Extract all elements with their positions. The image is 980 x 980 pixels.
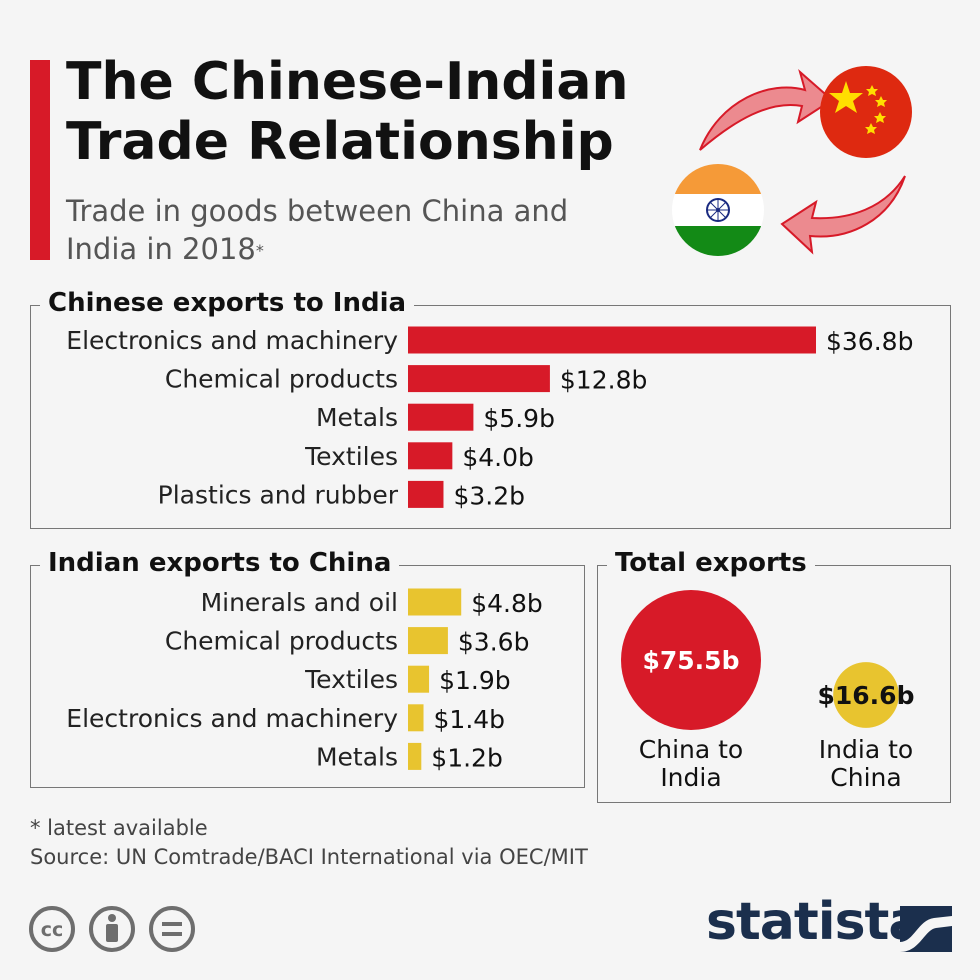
subtitle-line-1: Trade in goods between China and bbox=[66, 194, 569, 228]
page-subtitle: Trade in goods between China and India i… bbox=[66, 192, 568, 268]
indian-exports-bar bbox=[408, 588, 462, 616]
statista-wordmark: statista bbox=[706, 892, 923, 952]
total-exports-label-line2: India bbox=[660, 763, 721, 792]
chinese-exports-category-label: Chemical products bbox=[165, 365, 398, 394]
indian-exports-title: Indian exports to China bbox=[40, 548, 400, 578]
chinese-exports-bar bbox=[408, 365, 550, 393]
cycle-arrow-icon bbox=[699, 69, 906, 255]
source-note: Source: UN Comtrade/BACI International v… bbox=[30, 845, 588, 869]
chinese-exports-title: Chinese exports to India bbox=[40, 288, 415, 318]
subtitle-line-2-text: India in 2018 bbox=[66, 232, 256, 266]
indian-exports-bar bbox=[408, 742, 422, 770]
indian-exports-bar bbox=[408, 704, 424, 732]
chinese-exports-bar bbox=[408, 442, 453, 470]
total-exports-title: Total exports bbox=[607, 548, 815, 578]
total-exports-bubble bbox=[833, 662, 899, 728]
cc-icon: cc bbox=[29, 906, 75, 952]
indian-exports-value-label: $4.8b bbox=[471, 589, 543, 618]
indian-exports-category-label: Metals bbox=[316, 742, 398, 771]
total-exports-label-line1: India to bbox=[819, 735, 913, 764]
chinese-exports-bar bbox=[408, 480, 444, 508]
chinese-exports-chart: Electronics and machinery $36.8b Chemical … bbox=[66, 326, 913, 510]
total-exports-value-label: $16.6b bbox=[818, 681, 915, 710]
total-exports-bubble bbox=[621, 590, 761, 730]
license-icons: cc bbox=[29, 906, 195, 952]
chinese-exports-panel bbox=[30, 305, 951, 529]
indian-exports-value-label: $1.2b bbox=[431, 743, 503, 772]
trade-flags-graphic bbox=[672, 66, 912, 256]
chinese-exports-bar bbox=[408, 403, 474, 431]
svg-text:cc: cc bbox=[41, 919, 64, 941]
chinese-exports-category-label: Plastics and rubber bbox=[158, 480, 399, 509]
indian-exports-category-label: Minerals and oil bbox=[201, 588, 398, 617]
chinese-exports-value-label: $5.9b bbox=[483, 404, 555, 433]
indian-exports-category-label: Textiles bbox=[304, 665, 398, 694]
indian-exports-chart: Minerals and oil $4.8b Chemical products $3… bbox=[66, 588, 543, 772]
total-exports-label-line2: China bbox=[830, 763, 901, 792]
total-exports-value-label: $75.5b bbox=[643, 646, 740, 675]
title-line-2: Trade Relationship bbox=[66, 112, 614, 172]
chinese-exports-category-label: Electronics and machinery bbox=[66, 326, 398, 355]
indian-exports-category-label: Electronics and machinery bbox=[66, 704, 398, 733]
indian-exports-value-label: $3.6b bbox=[458, 628, 530, 657]
chinese-exports-value-label: $36.8b bbox=[826, 327, 913, 356]
chinese-exports-value-label: $3.2b bbox=[453, 481, 525, 510]
chinese-exports-value-label: $4.0b bbox=[462, 443, 534, 472]
subtitle-line-2: India in 2018* bbox=[66, 230, 568, 268]
chinese-exports-category-label: Metals bbox=[316, 403, 398, 432]
chinese-exports-bar bbox=[408, 326, 816, 354]
no-derivatives-icon bbox=[149, 906, 195, 952]
india-flag-icon bbox=[672, 164, 764, 256]
indian-exports-category-label: Chemical products bbox=[165, 627, 398, 656]
chinese-exports-category-label: Textiles bbox=[304, 442, 398, 471]
chinese-exports-value-label: $12.8b bbox=[560, 366, 647, 395]
accent-bar bbox=[30, 60, 50, 260]
title-line-1: The Chinese-Indian bbox=[66, 52, 629, 112]
attribution-icon bbox=[89, 906, 135, 952]
indian-exports-value-label: $1.9b bbox=[439, 666, 511, 695]
statista-logo-icon bbox=[900, 906, 952, 952]
footnote: * latest available bbox=[30, 816, 208, 840]
china-flag-icon bbox=[820, 66, 912, 158]
page-title: The Chinese-Indian Trade Relationship bbox=[66, 52, 628, 172]
indian-exports-value-label: $1.4b bbox=[434, 705, 506, 734]
indian-exports-bar bbox=[408, 665, 430, 693]
indian-exports-bar bbox=[408, 627, 448, 655]
total-exports-label-line1: China to bbox=[639, 735, 743, 764]
subtitle-footnote-mark: * bbox=[255, 241, 264, 260]
